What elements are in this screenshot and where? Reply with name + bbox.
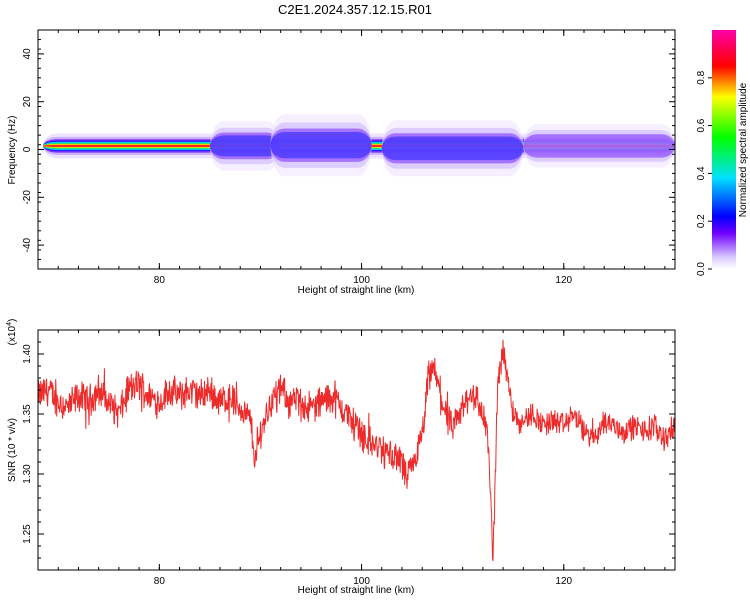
chart-title: C2E1.2024.357.12.15.R01 — [278, 2, 432, 17]
spectrogram-xtick-label-0: 80 — [154, 275, 166, 286]
snr-series-line — [38, 339, 675, 561]
colorbar-label: Normalized spectral amplitude — [738, 82, 749, 217]
spectrogram-ytick-label-0: 40 — [22, 48, 33, 60]
svg-text:(x104): (x104) — [6, 319, 18, 346]
colorbar: 0.0 0.2 0.4 0.6 0.8 Normalized spectral ampl… — [696, 30, 749, 276]
spectrogram-ytick-label-4: -40 — [22, 237, 33, 252]
colorbar-ticks: 0.0 0.2 0.4 0.6 0.8 — [696, 70, 712, 276]
colorbar-gradient — [712, 30, 736, 269]
snr-scale-exp: 4 — [6, 322, 13, 326]
snr-ytick-label-2: 1.30 — [22, 464, 33, 484]
snr-ylabel: SNR (10 * v/v) — [7, 418, 18, 482]
colorbar-tick-label-2: 0.4 — [696, 166, 707, 180]
spectrogram-ylabel: Frequency (Hz) — [7, 116, 18, 185]
spectrogram-ytick-label-1: 20 — [22, 96, 33, 108]
snr-xtick-label-1: 100 — [353, 576, 370, 587]
colorbar-tick-label-3: 0.6 — [696, 118, 707, 132]
spectrogram-ytick-label-2: 0 — [22, 146, 33, 152]
snr-panel: 80 100 120 1.40 1.35 1.30 1.25 Height of strai… — [6, 319, 676, 596]
spectrogram-ytick-label-3: -20 — [22, 190, 33, 205]
snr-xlabel: Height of straight line (km) — [298, 585, 415, 596]
spectrogram-bands — [43, 114, 675, 177]
snr-ytick-label-0: 1.40 — [22, 344, 33, 364]
spectrogram-xlabel: Height of straight line (km) — [298, 285, 415, 296]
snr-xtick-label-2: 120 — [555, 576, 572, 587]
spectrogram-panel: 80 100 120 40 20 0 -20 -40 Height of straight l… — [7, 29, 676, 296]
spectrogram-band-3-layer-3 — [381, 136, 524, 161]
spectrogram-axis-ticks: 80 100 120 40 20 0 -20 -40 — [22, 29, 675, 286]
snr-scale-note: (x104) — [6, 319, 18, 346]
colorbar-tick-label-4: 0.8 — [696, 70, 707, 84]
spectrogram-band-1-layer-3 — [209, 135, 281, 157]
spectrogram-xtick-label-2: 120 — [555, 275, 572, 286]
snr-ytick-label-1: 1.35 — [22, 404, 33, 424]
snr-scale-prefix: (x10 — [7, 325, 18, 345]
snr-axis-ticks: 80 100 120 1.40 1.35 1.30 1.25 — [22, 329, 675, 587]
spectrogram-band-4-layer-2 — [523, 134, 675, 158]
spectrogram-band-2-layer-3 — [270, 132, 372, 159]
snr-ytick-label-3: 1.25 — [22, 524, 33, 544]
colorbar-tick-label-1: 0.2 — [696, 214, 707, 228]
colorbar-tick-label-0: 0.0 — [696, 262, 707, 276]
spectrogram-xtick-label-1: 100 — [353, 275, 370, 286]
snr-xtick-label-0: 80 — [154, 576, 166, 587]
